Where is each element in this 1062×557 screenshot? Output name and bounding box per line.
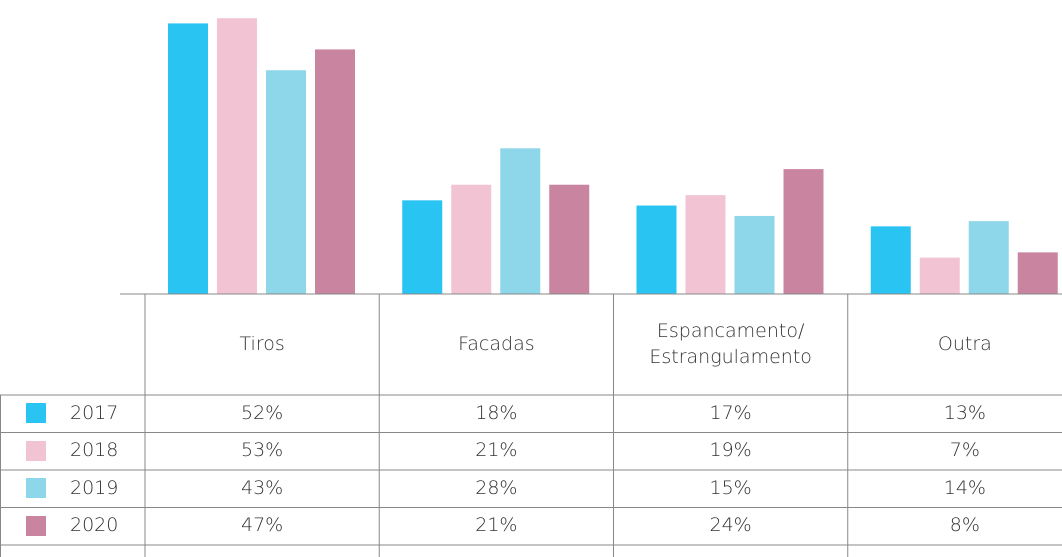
bar — [451, 184, 492, 294]
data-label: 17% — [709, 401, 752, 424]
legend-label: 2020 — [70, 514, 119, 537]
bar — [919, 257, 960, 294]
data-label: 13% — [943, 401, 986, 424]
data-label: 28% — [475, 476, 518, 499]
bar — [636, 205, 677, 294]
bar — [549, 184, 590, 294]
x-tick-label: Facadas — [458, 332, 535, 355]
data-label: 43% — [241, 476, 284, 499]
legend-swatch — [26, 478, 46, 498]
data-label: 21% — [475, 514, 518, 537]
bar — [783, 169, 824, 294]
data-label: 19% — [709, 439, 752, 462]
data-label: 8% — [949, 514, 980, 537]
bar — [734, 215, 775, 294]
legend-label: 2019 — [70, 476, 119, 499]
bar — [1017, 252, 1058, 294]
bar — [870, 226, 911, 294]
bar — [266, 70, 306, 294]
data-label: 24% — [709, 514, 752, 537]
legend-label: 2018 — [70, 439, 119, 462]
x-tick-label: Tiros — [239, 332, 285, 355]
data-label: 14% — [943, 476, 986, 499]
bar — [217, 18, 257, 294]
data-label: 52% — [241, 401, 284, 424]
bar — [500, 148, 541, 294]
data-label: 15% — [709, 476, 752, 499]
bar — [402, 200, 443, 294]
legend-label: 2017 — [70, 401, 119, 424]
legend-swatch — [26, 440, 46, 461]
x-tick-label: Outra — [937, 332, 992, 355]
data-label: 7% — [949, 439, 980, 462]
bar — [315, 49, 355, 294]
x-tick-label: Espancamento/ Estrangulamento — [649, 319, 812, 368]
bar — [685, 195, 726, 294]
legend-swatch — [26, 515, 46, 536]
data-label: 21% — [475, 439, 518, 462]
data-label: 53% — [241, 439, 284, 462]
legend-swatch — [26, 403, 46, 423]
bar — [968, 221, 1009, 294]
data-label: 18% — [475, 401, 518, 424]
bar — [168, 23, 208, 294]
data-label: 47% — [241, 514, 284, 537]
